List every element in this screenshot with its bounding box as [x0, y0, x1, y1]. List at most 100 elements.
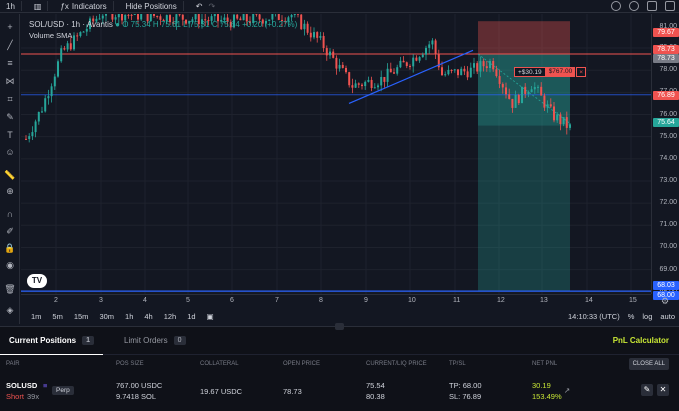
trash-icon[interactable]: 🗑 [4, 284, 16, 294]
pitchfork-icon[interactable]: ⋈ [5, 76, 15, 86]
redo-icon[interactable]: ↷ [208, 1, 216, 11]
magnet-icon[interactable]: ∩ [6, 209, 14, 219]
candle-body [373, 87, 376, 89]
candle-body [508, 94, 511, 99]
price-chart[interactable]: SOL/USD · 1h · Avantis ● O 75.34 H 75.61… [21, 14, 651, 294]
range-button-5m[interactable]: 5m [52, 312, 63, 321]
time-tick-label: 8 [319, 297, 323, 304]
text-icon[interactable]: T [7, 130, 13, 140]
price-tick-label: 78.00 [659, 66, 677, 74]
tp-line-tag[interactable]: 68.03 [653, 281, 679, 291]
candle-body [124, 14, 127, 21]
range-button-30m[interactable]: 30m [99, 312, 115, 321]
position-label[interactable]: +$30.19 $767.00 × [514, 67, 586, 77]
ruler-icon[interactable]: 📏 [4, 170, 16, 180]
calendar-icon[interactable]: ▣ [206, 312, 214, 321]
percent-toggle[interactable]: % [627, 312, 635, 321]
candle-body [447, 69, 450, 75]
candle-type-icon[interactable]: ▥ [33, 1, 42, 11]
time-tick-label: 3 [99, 297, 103, 304]
edit-position-icon[interactable]: ✎ [641, 384, 653, 396]
candle-body [441, 67, 443, 76]
chart-canvas[interactable] [21, 14, 651, 294]
candle-body [425, 47, 427, 55]
range-button-4h[interactable]: 4h [144, 312, 153, 321]
close-position-button[interactable]: ✕ [657, 384, 669, 396]
settings-icon[interactable] [629, 1, 639, 11]
tab-current-positions[interactable]: Current Positions 1 [0, 327, 104, 355]
horizontal-lines-icon[interactable]: ≡ [7, 58, 13, 68]
candle-body [421, 54, 424, 58]
pnl-calculator-button[interactable]: PnL Calculator [612, 336, 669, 345]
stop-price-tag[interactable]: 76.89 [653, 90, 679, 100]
fullscreen-icon[interactable] [647, 1, 657, 11]
layers-icon[interactable]: ◈ [6, 305, 14, 315]
candle-body [133, 14, 136, 15]
candle-body [114, 17, 117, 20]
candle-body [268, 19, 271, 22]
axis-settings-icon[interactable]: ⚙ [661, 296, 670, 306]
brush-icon[interactable]: ✎ [6, 112, 14, 122]
candle-body [521, 86, 523, 104]
candle-body [236, 14, 239, 19]
candle-body [335, 57, 338, 69]
header-current-liq: CURRENT/LIQ PRICE [366, 361, 427, 367]
position-row[interactable]: SOLUSD ≡ Short 39x Perp 767.00 USDC 9.74… [0, 379, 679, 407]
tp-price-tag[interactable]: 79.67 [653, 28, 679, 38]
candle-body [117, 14, 120, 18]
open-value: O 75.34 [122, 20, 151, 29]
positions-tabs: Current Positions 1 Limit Orders 0 [0, 327, 679, 355]
search-icon[interactable] [611, 1, 621, 11]
candle-body [149, 14, 152, 22]
tp-value[interactable]: TP: 68.00 [449, 381, 482, 390]
trendline-icon[interactable]: ╱ [7, 40, 13, 50]
log-toggle[interactable]: log [642, 312, 653, 321]
price-axis[interactable]: 81.0079.0078.0077.0076.0075.0074.0073.00… [651, 14, 679, 300]
sl-value[interactable]: SL: 76.89 [449, 392, 482, 401]
low-value: L 75.31 [183, 20, 210, 29]
time-tick-label: 10 [408, 297, 416, 304]
candle-body [530, 89, 533, 93]
clock-label[interactable]: 14:10:33 (UTC) [568, 312, 620, 321]
range-button-12h[interactable]: 12h [163, 312, 177, 321]
range-button-15m[interactable]: 15m [73, 312, 89, 321]
range-button-1m[interactable]: 1m [31, 312, 42, 321]
zoom-in-icon[interactable]: ⊕ [6, 186, 14, 196]
panel-collapse-handle[interactable] [335, 323, 344, 330]
candle-body [524, 86, 527, 94]
tab-limit-orders[interactable]: Limit Orders 0 [115, 327, 194, 355]
auto-toggle[interactable]: auto [660, 312, 675, 321]
drawing-mode-icon[interactable]: ✐ [6, 226, 14, 236]
candle-body [31, 132, 34, 137]
eye-icon[interactable]: ◉ [6, 260, 14, 270]
drawing-toolbar: + ╱ ≡ ⋈ ⌗ ✎ T ☺ 📏 ⊕ ∩ ✐ 🔒 ◉ 🗑 ◈ [0, 14, 20, 324]
tp-line-tag-secondary[interactable]: 68.00 [653, 290, 679, 300]
candle-body [543, 95, 546, 108]
undo-icon[interactable]: ↶ [195, 1, 203, 11]
close-position-icon[interactable]: × [576, 67, 586, 77]
camera-icon[interactable] [665, 1, 675, 11]
close-all-button[interactable]: CLOSE ALL [628, 358, 669, 370]
interval-selector[interactable]: 1h [6, 1, 15, 11]
crosshair-icon[interactable]: + [7, 22, 13, 32]
hide-positions-button[interactable]: Hide Positions [125, 1, 177, 11]
emoji-icon[interactable]: ☺ [5, 147, 15, 157]
candle-body [482, 61, 485, 67]
candle-body [393, 72, 395, 74]
gann-icon[interactable]: ⌗ [7, 94, 13, 104]
symbol-label[interactable]: SOL/USD · 1h · Avantis [29, 20, 113, 29]
candle-body [223, 17, 226, 20]
candle-body [204, 19, 207, 21]
time-axis[interactable]: 2 3 4 5 6 7 8 9 10 11 12 13 14 15 [21, 294, 651, 308]
share-icon[interactable]: ↗ [564, 386, 571, 395]
current-price-tag[interactable]: 75.64 [653, 118, 679, 128]
candle-body [428, 44, 431, 48]
chart-controls-right: 14:10:33 (UTC) % log auto [568, 312, 675, 321]
range-button-1d[interactable]: 1d [187, 312, 196, 321]
entry-price-tag[interactable]: 78.73 [653, 45, 679, 55]
volume-indicator-label[interactable]: Volume SMA [29, 31, 73, 40]
entry-price-tag-secondary[interactable]: 78.73 [653, 54, 679, 64]
range-button-1h[interactable]: 1h [125, 312, 134, 321]
indicators-button[interactable]: ƒx Indicators [60, 2, 106, 11]
lock-icon[interactable]: 🔒 [4, 243, 16, 253]
